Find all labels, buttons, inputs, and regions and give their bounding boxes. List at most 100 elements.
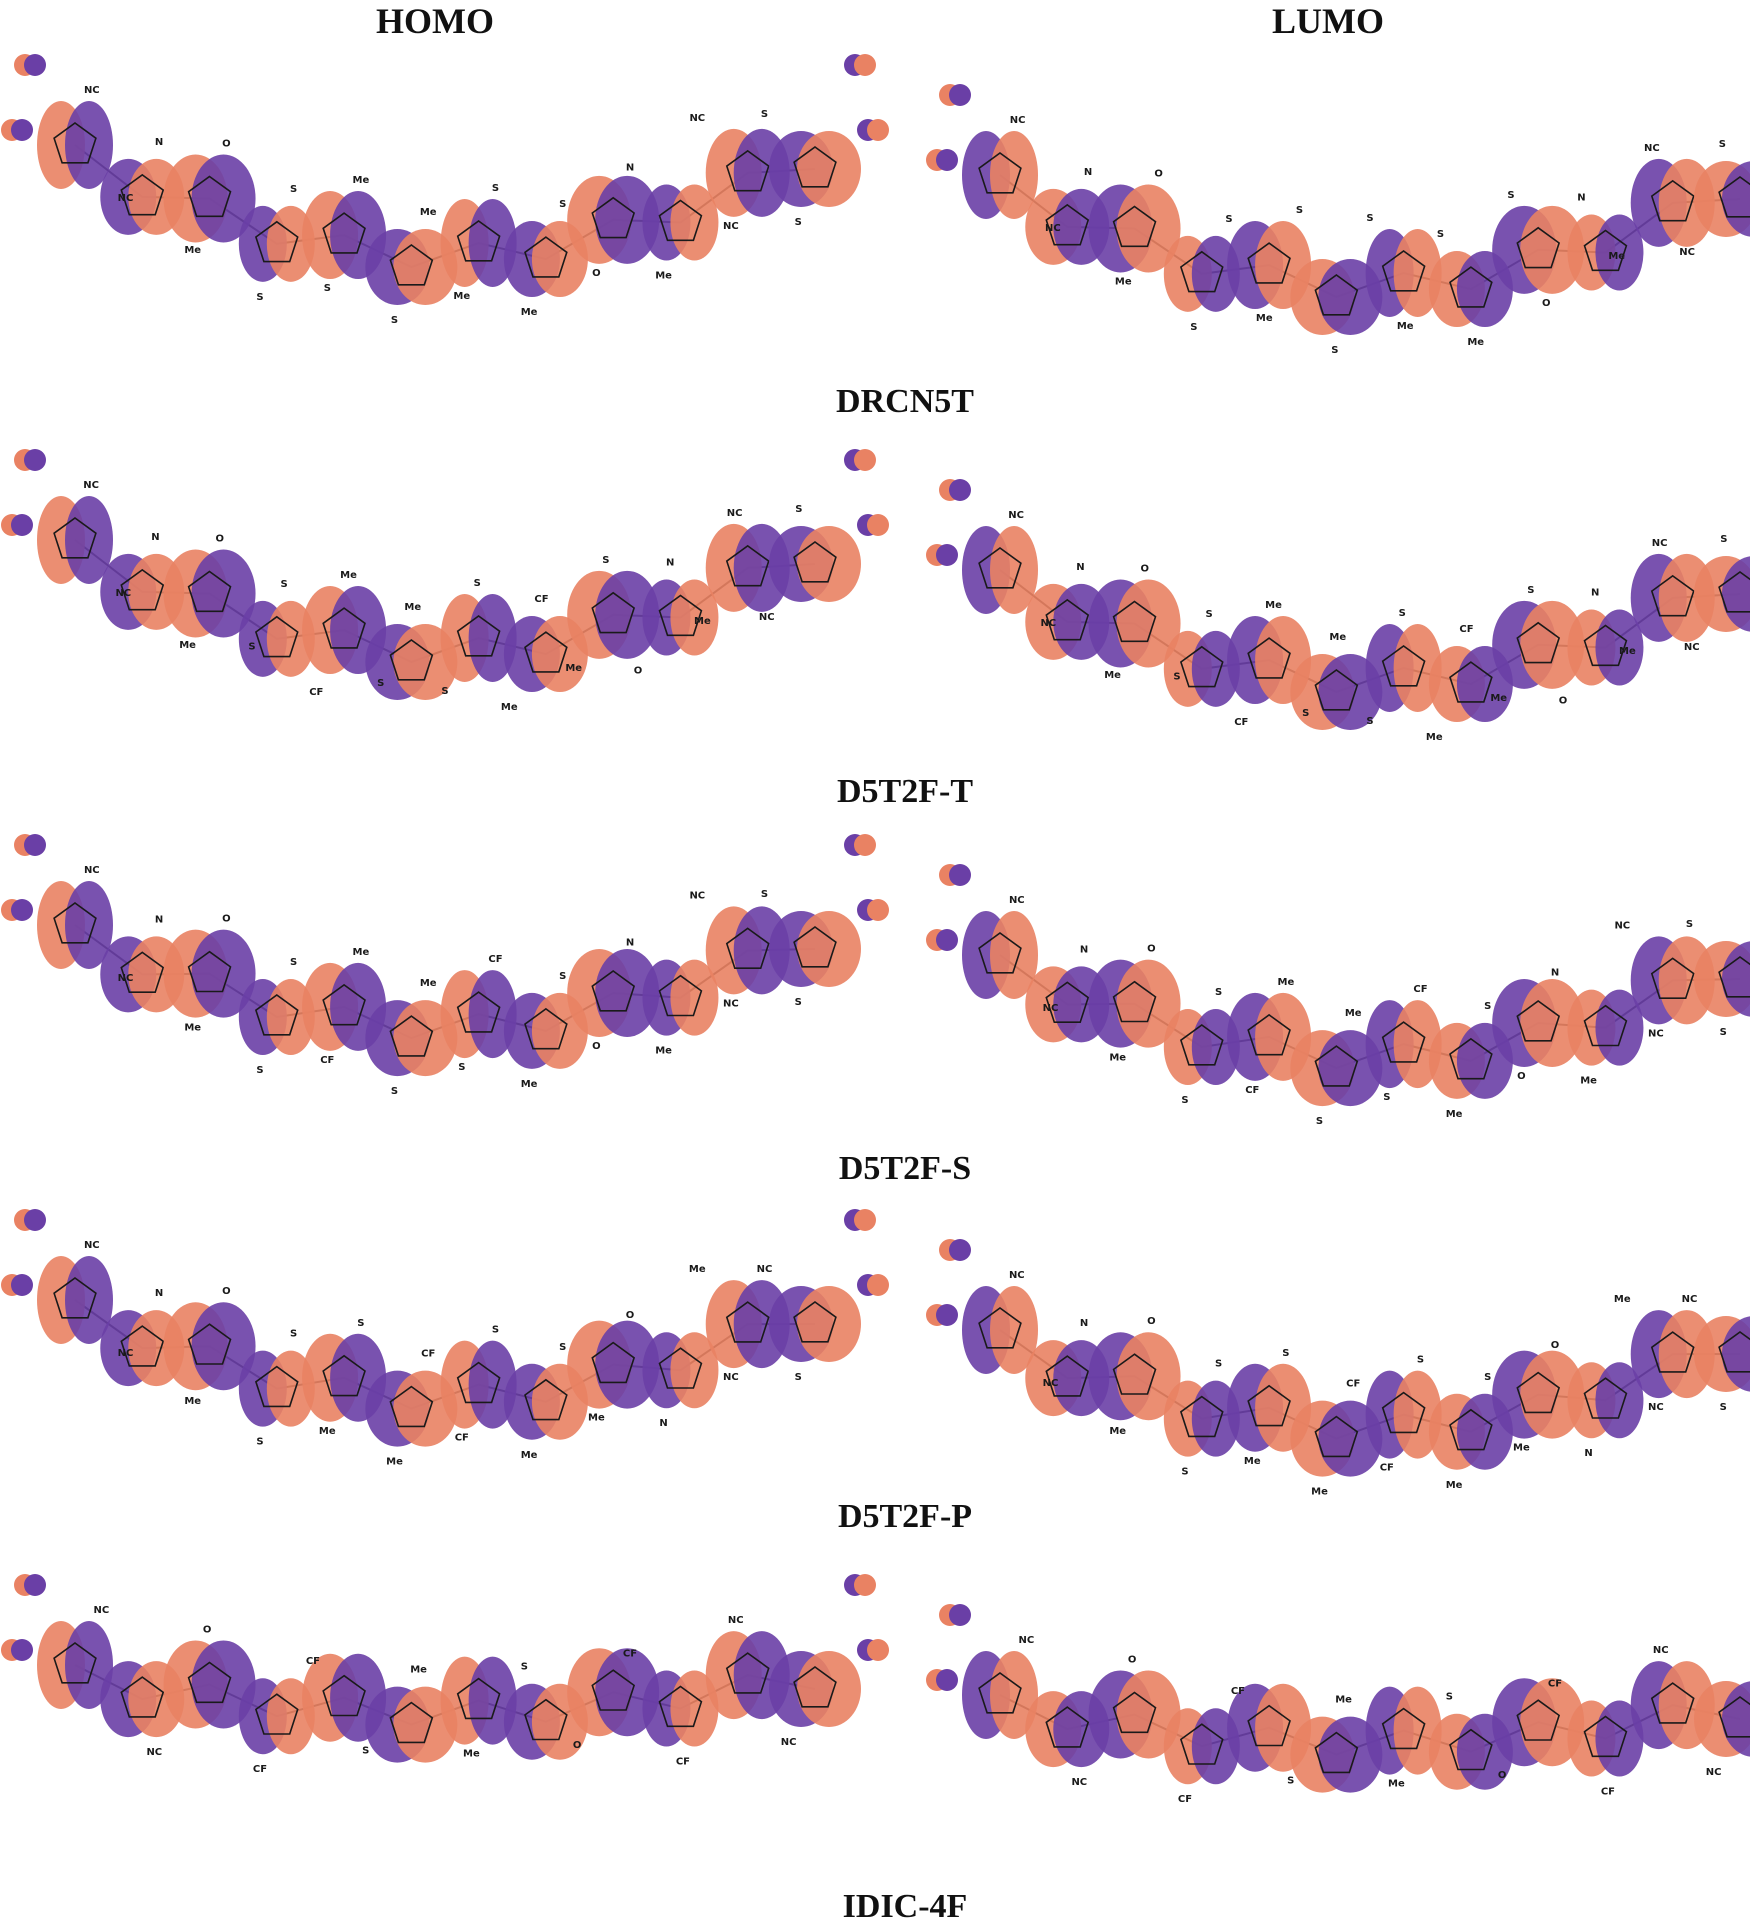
atom-label: Me [404, 602, 421, 613]
atom-label: S [559, 971, 566, 982]
orbital-lobe [670, 1670, 719, 1747]
atom-label: NC [115, 588, 131, 599]
atom-label: O [203, 1625, 212, 1636]
atom-label: S [324, 283, 331, 294]
atom-label: CF [421, 1349, 435, 1360]
atom-label: S [1527, 585, 1534, 596]
atom-label: CF [488, 954, 502, 965]
atom-label: NC [118, 973, 134, 984]
atom-label: NC [727, 508, 743, 519]
thiophene-ring [1650, 1682, 1695, 1724]
thiophene-ring [1381, 1391, 1426, 1434]
atom-label: NC [84, 865, 100, 876]
atom-label: O [222, 1286, 231, 1297]
atom-label: S [391, 1086, 398, 1097]
thiophene-ring [1516, 1371, 1561, 1414]
atom-label: S [256, 292, 263, 303]
atom-label: Me [1446, 1109, 1463, 1120]
atom-label: Me [1329, 632, 1346, 643]
atom-label: Me [694, 616, 711, 627]
terminal-lobe [867, 119, 889, 141]
thiophene-ring [1112, 1691, 1157, 1734]
thiophene-ring [524, 1007, 568, 1050]
thiophene-ring [1314, 669, 1359, 711]
atom-label: N [155, 1288, 163, 1299]
terminal-lobe [11, 1274, 33, 1296]
thiophene-ring [1449, 1728, 1493, 1771]
orbital-lobe [1116, 184, 1181, 273]
terminal-lobe [11, 899, 33, 921]
thiophene-ring [120, 951, 165, 993]
thiophene-ring [456, 1361, 501, 1404]
thiophene-ring [1045, 203, 1090, 246]
terminal-lobe [936, 1669, 958, 1691]
orbital-lobe [595, 570, 660, 659]
terminal-lobe [936, 544, 958, 566]
molecule-name-d5t2f-t: D5T2F-T [837, 773, 973, 810]
thiophene-ring [1247, 1013, 1291, 1056]
orbital-lobe [1116, 959, 1181, 1048]
thiophene-ring [1112, 205, 1157, 248]
orbital-lobe [1116, 1670, 1181, 1759]
atom-label: S [1331, 345, 1338, 356]
thiophene-ring [1045, 598, 1090, 641]
orbital-lobe [266, 600, 315, 677]
orbital-lobe [670, 959, 719, 1036]
atom-label: S [1507, 190, 1514, 201]
molecule-name-idic-4f: IDIC-4F [842, 1888, 968, 1925]
lumo-orbital-panel-2: NC NC N Me O S S CF Me S Me S CF Me S O N Me NC NC S S [926, 864, 1750, 1127]
orbital-lobe [1595, 214, 1644, 291]
atom-label: CF [676, 1757, 690, 1768]
atom-label: Me [588, 1413, 605, 1424]
terminal-lobe [949, 1604, 971, 1626]
atom-label: S [1366, 716, 1373, 727]
homo-orbital-panel-3: NC NC N Me O S S Me S Me CF CF S Me S Me O N Me NC NC S [1, 1209, 889, 1468]
atom-label: Me [1311, 1487, 1328, 1498]
atom-label: N [1076, 562, 1084, 573]
atom-label: S [441, 686, 448, 697]
orbital-lobe [797, 911, 861, 987]
atom-label: S [290, 184, 297, 195]
atom-label: S [559, 199, 566, 210]
thiophene-ring [322, 212, 366, 254]
atom-label: O [1559, 696, 1568, 707]
atom-label: N [1080, 944, 1088, 955]
atom-label: Me [1335, 1695, 1352, 1706]
atom-label: S [1181, 1467, 1188, 1478]
atom-label: CF [1413, 984, 1427, 995]
atom-label: S [761, 109, 768, 120]
atom-label: Me [501, 702, 518, 713]
thiophene-ring [53, 517, 97, 559]
orbital-lobe [797, 131, 861, 207]
thiophene-ring [978, 1307, 1022, 1349]
atom-label: CF [1231, 1686, 1245, 1697]
orbital-lobe [990, 1286, 1038, 1374]
atom-label: NC [689, 890, 705, 901]
thiophene-ring [1179, 1395, 1224, 1438]
orbital-lobe [191, 1640, 256, 1729]
orbital-lobe [1520, 979, 1585, 1068]
atom-label: N [666, 558, 674, 569]
lumo-column-header: LUMO [1272, 1, 1384, 41]
homo-orbital-panel-0: NC NC N Me O S S S Me S Me Me S Me S O N Me NC NC S S [1, 54, 889, 326]
thiophene-ring [1381, 645, 1426, 687]
atom-label: S [458, 1062, 465, 1073]
thiophene-ring [322, 607, 366, 649]
atom-label: Me [1397, 321, 1414, 332]
atom-label: S [1190, 322, 1197, 333]
atom-label: NC [1009, 1270, 1025, 1281]
atom-label: NC [1682, 1294, 1698, 1305]
thiophene-ring [793, 541, 837, 583]
atom-label: NC [1653, 1645, 1669, 1656]
atom-label: Me [1104, 670, 1121, 681]
thiophene-ring [1112, 600, 1157, 643]
thiophene-ring [254, 615, 299, 658]
orbital-lobe [266, 205, 315, 282]
atom-label: CF [253, 1764, 267, 1775]
atom-label: S [290, 957, 297, 968]
atom-label: NC [689, 113, 705, 124]
atom-label: NC [146, 1747, 162, 1758]
thiophene-ring [1045, 1706, 1090, 1748]
atom-label: O [216, 534, 225, 545]
atom-label: CF [1548, 1679, 1562, 1690]
